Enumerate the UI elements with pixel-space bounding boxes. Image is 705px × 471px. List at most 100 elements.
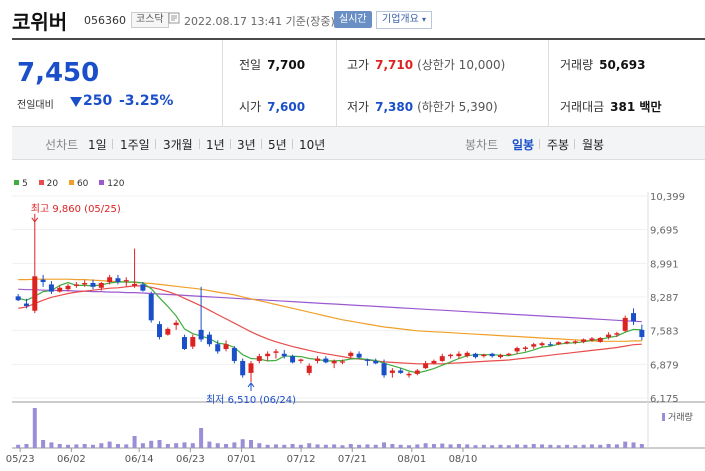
candle-body xyxy=(364,359,370,361)
candle-body xyxy=(581,339,587,342)
annotations: 최고 9,860 (05/25) 최저 6,510 (06/24) xyxy=(31,203,296,406)
ma120-line xyxy=(18,288,642,323)
volume-bar xyxy=(398,444,403,448)
candle-body xyxy=(348,352,354,357)
x-axis: 05/23 06/02 06/14 06/23 07/01 07/12 07/21 08/01… xyxy=(6,454,478,465)
volume-bar xyxy=(556,445,561,448)
y-tick-label: 10,399 xyxy=(650,192,685,203)
legend-ma120: 120 xyxy=(99,179,124,189)
candle-body xyxy=(406,373,412,376)
tab-3-months[interactable]: 3개월 xyxy=(163,138,193,152)
volume-bar xyxy=(323,444,328,448)
candle-body xyxy=(414,370,420,374)
candle-body xyxy=(589,338,595,341)
volume-bar xyxy=(215,443,220,448)
prev-close-cell: 전일 7,700 xyxy=(239,56,305,73)
stock-name: 코위버 xyxy=(12,10,68,34)
volume-bar xyxy=(373,444,378,448)
candle-body xyxy=(157,324,163,338)
candle-body xyxy=(473,353,479,358)
x-tick-label: 08/01 xyxy=(397,454,426,465)
divider xyxy=(574,139,575,149)
volume-bar xyxy=(498,444,503,448)
candle-body xyxy=(40,279,46,283)
candle-body xyxy=(389,370,395,373)
candle-body xyxy=(356,353,362,358)
candle-body xyxy=(256,356,262,361)
divider xyxy=(199,139,200,149)
candle-body xyxy=(15,296,21,301)
candle-body xyxy=(522,347,528,349)
tab-5-years[interactable]: 5년 xyxy=(268,138,287,152)
stock-code: 056360 xyxy=(84,14,126,27)
candle-body xyxy=(265,353,271,357)
volume-bar xyxy=(440,443,445,448)
divider xyxy=(112,139,113,149)
volume-bar xyxy=(631,442,636,448)
divider xyxy=(548,40,549,126)
y-axis: 10,399 9,695 8,991 8,287 7,583 6,879 6,175 xyxy=(650,192,685,405)
realtime-button[interactable]: 실시간 xyxy=(334,11,372,28)
tab-weekly[interactable]: 주봉 xyxy=(547,138,570,152)
legend-ma5: 5 xyxy=(14,179,28,189)
change-value: 250 xyxy=(83,93,113,109)
legend-swatch xyxy=(38,180,44,185)
tab-1-year[interactable]: 1년 xyxy=(206,138,225,152)
candle-body xyxy=(481,354,487,357)
candle-body xyxy=(606,334,612,338)
volume-label: 거래량 xyxy=(668,411,693,423)
x-tick-label: 07/01 xyxy=(227,454,256,465)
candle-body xyxy=(306,365,312,373)
volume-bar xyxy=(149,440,154,448)
volume-bar xyxy=(465,444,470,448)
volume-bar xyxy=(290,444,295,448)
volume-bar xyxy=(531,444,536,448)
tab-10-years[interactable]: 10년 xyxy=(299,138,326,152)
volume-bar xyxy=(565,444,569,448)
candle-body xyxy=(57,287,63,292)
candle-body xyxy=(132,283,138,286)
ma-legend: 5 20 60 120 xyxy=(14,179,132,189)
amount-value: 381 백만 xyxy=(610,100,662,114)
volume-bar xyxy=(32,408,37,448)
tab-monthly[interactable]: 월봉 xyxy=(582,138,605,152)
x-tick-label: 07/21 xyxy=(338,454,367,465)
volume-bar xyxy=(548,444,553,448)
candle-body xyxy=(398,370,404,373)
candle-body xyxy=(90,282,96,287)
company-overview-dropdown[interactable]: 기업개요 ▾ xyxy=(376,11,433,29)
tab-daily[interactable]: 일봉 xyxy=(512,138,535,152)
legend-swatch xyxy=(68,180,74,185)
candle-body xyxy=(614,333,620,335)
divider xyxy=(230,139,231,149)
candle-body xyxy=(231,348,237,361)
chart-tab-bar: 선차트 1일 1주일 3개월 1년 3년 5년 10년 봉차트 일봉 주봉 월봉 xyxy=(12,126,705,160)
candle-body xyxy=(506,353,512,355)
volume-bar xyxy=(82,444,87,448)
tab-3-years[interactable]: 3년 xyxy=(237,138,256,152)
candles xyxy=(15,221,645,382)
candle-body xyxy=(115,278,121,283)
volume-bar xyxy=(249,440,253,448)
volume-bar xyxy=(598,444,603,448)
tab-1-day[interactable]: 1일 xyxy=(88,138,107,152)
candle-body xyxy=(23,303,29,306)
high-cell: 고가 7,710 (상한가 10,000) xyxy=(347,56,505,73)
candle-body xyxy=(564,341,570,344)
candlestick-chart[interactable]: 10,399 9,695 8,991 8,287 7,583 6,879 6,175 05/… xyxy=(0,192,705,468)
volume-bar xyxy=(298,444,303,448)
high-annotation: 최고 9,860 (05/25) xyxy=(31,203,121,215)
candle-body xyxy=(165,328,171,335)
candle-body xyxy=(556,342,562,345)
candle-body xyxy=(539,343,545,346)
candle-body xyxy=(181,337,187,349)
volume-bar xyxy=(573,445,578,448)
amount-cell: 거래대금 381 백만 xyxy=(560,98,661,115)
tab-1-week[interactable]: 1주일 xyxy=(120,138,150,152)
volume-bar xyxy=(639,444,644,448)
candle-body xyxy=(123,280,129,282)
low-cell: 저가 7,380 (하한가 5,390) xyxy=(347,98,498,115)
high-arrowhead xyxy=(31,217,39,223)
timestamp: 2022.08.17 13:41 기준(장중) xyxy=(184,15,335,28)
moving-averages xyxy=(18,278,642,374)
